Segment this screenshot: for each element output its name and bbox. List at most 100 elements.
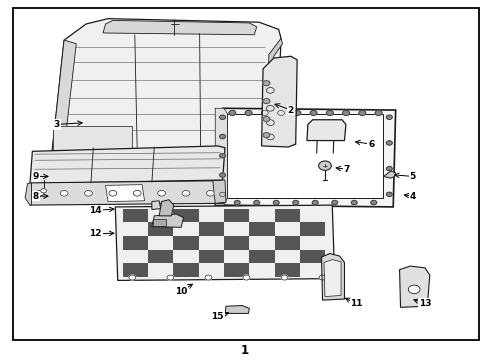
- Circle shape: [370, 201, 376, 205]
- Circle shape: [326, 111, 332, 116]
- Bar: [173, 209, 198, 222]
- Bar: [274, 263, 300, 277]
- Circle shape: [261, 111, 268, 116]
- Circle shape: [273, 201, 279, 205]
- Circle shape: [266, 87, 274, 93]
- Text: 3: 3: [54, 120, 60, 129]
- Circle shape: [253, 201, 259, 205]
- Circle shape: [84, 190, 92, 196]
- Bar: [173, 236, 198, 249]
- Bar: [224, 236, 249, 249]
- Circle shape: [281, 275, 287, 280]
- Text: 15: 15: [211, 312, 224, 321]
- Circle shape: [41, 189, 46, 193]
- Circle shape: [129, 275, 136, 280]
- Bar: [148, 249, 173, 263]
- Circle shape: [266, 120, 274, 126]
- Circle shape: [263, 81, 269, 86]
- Polygon shape: [266, 39, 282, 146]
- Text: 12: 12: [89, 229, 102, 238]
- Polygon shape: [159, 200, 173, 216]
- Bar: [173, 263, 198, 277]
- Circle shape: [266, 134, 274, 140]
- Text: 5: 5: [409, 172, 415, 181]
- Circle shape: [263, 99, 269, 104]
- Bar: [274, 209, 300, 222]
- Polygon shape: [115, 205, 334, 280]
- Circle shape: [263, 133, 269, 138]
- Circle shape: [374, 111, 381, 116]
- Circle shape: [309, 111, 316, 116]
- Polygon shape: [224, 306, 249, 314]
- Polygon shape: [321, 253, 344, 300]
- Polygon shape: [324, 260, 340, 297]
- Polygon shape: [215, 108, 227, 205]
- Circle shape: [158, 190, 165, 196]
- Circle shape: [133, 190, 141, 196]
- Circle shape: [386, 141, 391, 145]
- Polygon shape: [30, 146, 224, 184]
- Circle shape: [182, 190, 189, 196]
- Polygon shape: [30, 181, 224, 205]
- Bar: [300, 249, 325, 263]
- Circle shape: [244, 111, 251, 116]
- Polygon shape: [261, 56, 297, 147]
- Polygon shape: [52, 19, 281, 153]
- Circle shape: [243, 275, 249, 280]
- Circle shape: [350, 201, 356, 205]
- Circle shape: [407, 285, 419, 294]
- Circle shape: [219, 173, 225, 177]
- Bar: [153, 219, 165, 226]
- Text: 14: 14: [89, 206, 102, 215]
- Bar: [224, 209, 249, 222]
- Circle shape: [318, 161, 330, 170]
- Circle shape: [319, 275, 325, 280]
- Polygon shape: [212, 180, 225, 203]
- Text: 9: 9: [33, 172, 39, 181]
- Circle shape: [386, 166, 391, 171]
- Polygon shape: [227, 114, 383, 198]
- Circle shape: [219, 115, 225, 120]
- Bar: [300, 222, 325, 236]
- Bar: [198, 222, 224, 236]
- Text: 2: 2: [287, 105, 293, 114]
- Bar: [224, 263, 249, 277]
- Text: 1: 1: [240, 344, 248, 357]
- Circle shape: [293, 111, 300, 116]
- Text: 7: 7: [343, 165, 349, 174]
- Bar: [122, 263, 148, 277]
- Circle shape: [266, 105, 274, 111]
- Circle shape: [228, 111, 235, 116]
- Text: 4: 4: [409, 192, 415, 201]
- Circle shape: [219, 192, 225, 197]
- Circle shape: [166, 275, 173, 280]
- Circle shape: [342, 111, 349, 116]
- Text: 11: 11: [350, 299, 362, 308]
- Circle shape: [358, 111, 365, 116]
- Bar: [122, 209, 148, 222]
- Bar: [198, 249, 224, 263]
- Text: 6: 6: [367, 140, 374, 149]
- Polygon shape: [105, 185, 144, 202]
- Polygon shape: [152, 214, 183, 227]
- Circle shape: [331, 201, 337, 205]
- Polygon shape: [399, 266, 429, 307]
- Bar: [122, 236, 148, 249]
- Circle shape: [312, 201, 318, 205]
- Polygon shape: [306, 120, 345, 140]
- Polygon shape: [215, 108, 395, 207]
- Circle shape: [386, 115, 391, 120]
- Circle shape: [206, 190, 214, 196]
- Polygon shape: [152, 201, 160, 210]
- Polygon shape: [383, 171, 395, 178]
- Circle shape: [36, 190, 43, 196]
- Polygon shape: [25, 183, 31, 205]
- Bar: [249, 222, 274, 236]
- Circle shape: [263, 117, 269, 122]
- Circle shape: [60, 190, 68, 196]
- Bar: [148, 222, 173, 236]
- Text: 10: 10: [175, 287, 187, 296]
- Circle shape: [219, 134, 225, 139]
- Polygon shape: [103, 21, 256, 35]
- Circle shape: [234, 201, 240, 205]
